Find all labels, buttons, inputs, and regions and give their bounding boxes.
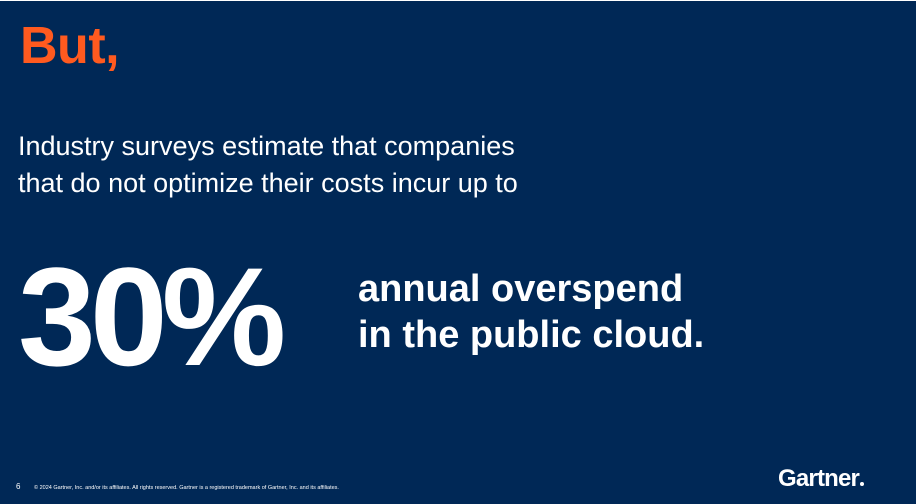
- stat-description-line-1: annual overspend: [358, 268, 684, 310]
- copyright-notice: © 2024 Gartner, Inc. and/or its affiliat…: [34, 485, 339, 491]
- intro-line-1: Industry surveys estimate that companies: [18, 131, 515, 161]
- slide-headline: But,: [20, 17, 120, 75]
- logo-text: Gartner: [778, 465, 860, 492]
- stat-description: annual overspend in the public cloud.: [358, 266, 704, 358]
- gartner-logo: Gartner: [778, 464, 865, 494]
- right-edge-strip: [916, 0, 919, 504]
- intro-line-2: that do not optimize their costs incur u…: [18, 168, 518, 198]
- stat-description-line-2: in the public cloud.: [358, 314, 705, 356]
- intro-text: Industry surveys estimate that companies…: [18, 128, 518, 202]
- page-number: 6: [16, 482, 21, 491]
- top-border: [0, 0, 916, 1]
- logo-dot-icon: [860, 482, 865, 486]
- stat-value: 30%: [18, 238, 286, 395]
